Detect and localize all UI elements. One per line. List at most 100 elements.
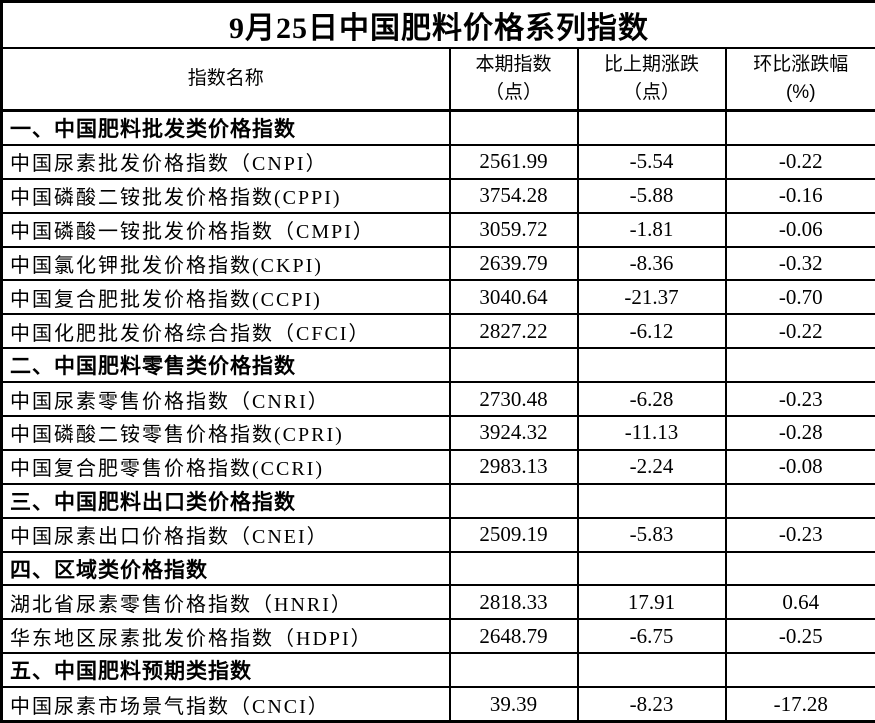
empty-cell: [448, 652, 579, 689]
index-pct: -0.28: [724, 415, 875, 451]
index-name: 中国尿素市场景气指数（CNCI）: [0, 686, 451, 723]
empty-cell: [448, 347, 579, 384]
empty-cell: [448, 109, 579, 146]
table-row: 中国尿素零售价格指数（CNRI） 2730.48 -6.28 -0.23: [0, 381, 875, 418]
index-name: 中国尿素出口价格指数（CNEI）: [0, 516, 451, 553]
index-pct: 0.64: [724, 584, 875, 621]
column-header-label: 环比涨跌幅: [753, 53, 849, 75]
index-current: 2827.22: [448, 313, 579, 350]
index-name: 中国磷酸二铵零售价格指数(CPRI): [0, 415, 451, 451]
index-current: 2509.19: [448, 516, 579, 553]
section-label: 二、中国肥料零售类价格指数: [0, 347, 451, 384]
table-row: 中国尿素批发价格指数（CNPI） 2561.99 -5.54 -0.22: [0, 143, 875, 180]
table-row: 中国氯化钾批发价格指数(CKPI) 2639.79 -8.36 -0.32: [0, 245, 875, 282]
empty-cell: [724, 482, 875, 519]
column-header-change: 比上期涨跌 （点）: [576, 47, 727, 112]
table-row: 中国磷酸一铵批发价格指数（CMPI） 3059.72 -1.81 -0.06: [0, 211, 875, 248]
index-pct: -0.70: [724, 279, 875, 316]
index-change: -6.75: [576, 618, 727, 655]
empty-cell: [724, 652, 875, 689]
index-change: -1.81: [576, 211, 727, 248]
section-label: 一、中国肥料批发类价格指数: [0, 109, 451, 146]
empty-cell: [576, 482, 727, 519]
index-change: -21.37: [576, 279, 727, 316]
section-label: 四、区域类价格指数: [0, 550, 451, 587]
index-change: -5.54: [576, 143, 727, 180]
index-current: 2818.33: [448, 584, 579, 621]
index-pct: -0.22: [724, 313, 875, 350]
table-row: 中国化肥批发价格综合指数（CFCI） 2827.22 -6.12 -0.22: [0, 313, 875, 350]
empty-cell: [576, 347, 727, 384]
section-row: 二、中国肥料零售类价格指数: [0, 347, 875, 384]
index-pct: -0.23: [724, 381, 875, 418]
empty-cell: [724, 109, 875, 146]
index-current: 39.39: [448, 686, 579, 723]
index-change: -8.36: [576, 245, 727, 282]
column-header-current: 本期指数 （点）: [448, 47, 579, 112]
index-pct: -0.08: [724, 448, 875, 485]
index-name: 中国化肥批发价格综合指数（CFCI）: [0, 313, 451, 350]
column-header-unit: （点）: [484, 82, 542, 103]
index-change: -2.24: [576, 448, 727, 485]
index-current: 3924.32: [448, 415, 579, 451]
empty-cell: [724, 347, 875, 384]
column-header-unit: (%): [785, 82, 816, 103]
table-row: 中国复合肥零售价格指数(CCRI) 2983.13 -2.24 -0.08: [0, 448, 875, 485]
index-current: 2648.79: [448, 618, 579, 655]
index-change: -5.83: [576, 516, 727, 553]
page-title: 9月25日中国肥料价格系列指数: [0, 0, 875, 49]
index-name: 湖北省尿素零售价格指数（HNRI）: [0, 584, 451, 621]
index-name: 中国磷酸二铵批发价格指数(CPPI): [0, 177, 451, 214]
index-current: 2639.79: [448, 245, 579, 282]
column-header-unit: （点）: [622, 82, 680, 103]
table-row: 湖北省尿素零售价格指数（HNRI） 2818.33 17.91 0.64: [0, 584, 875, 621]
index-name: 中国尿素零售价格指数（CNRI）: [0, 381, 451, 418]
index-pct: -0.32: [724, 245, 875, 282]
section-row: 五、中国肥料预期类指数: [0, 652, 875, 689]
index-current: 2730.48: [448, 381, 579, 418]
index-change: 17.91: [576, 584, 727, 621]
section-row: 四、区域类价格指数: [0, 550, 875, 587]
empty-cell: [448, 550, 579, 587]
index-pct: -0.22: [724, 143, 875, 180]
column-header-label: 比上期涨跌: [603, 53, 699, 75]
column-header-name: 指数名称: [0, 47, 451, 112]
index-pct: -0.25: [724, 618, 875, 655]
column-header-label: 指数名称: [187, 67, 264, 89]
index-current: 2561.99: [448, 143, 579, 180]
table-header-row: 指数名称 本期指数 （点） 比上期涨跌 （点） 环比涨跌幅 (%): [0, 47, 875, 112]
index-pct: -17.28: [724, 686, 875, 723]
index-name: 中国复合肥零售价格指数(CCRI): [0, 448, 451, 485]
index-name: 华东地区尿素批发价格指数（HDPI）: [0, 618, 451, 655]
table-row: 中国磷酸二铵批发价格指数(CPPI) 3754.28 -5.88 -0.16: [0, 177, 875, 214]
section-label: 三、中国肥料出口类价格指数: [0, 482, 451, 519]
index-change: -6.28: [576, 381, 727, 418]
empty-cell: [576, 652, 727, 689]
empty-cell: [576, 550, 727, 587]
column-header-label: 本期指数: [475, 53, 552, 75]
table-row: 中国复合肥批发价格指数(CCPI) 3040.64 -21.37 -0.70: [0, 279, 875, 316]
index-pct: -0.06: [724, 211, 875, 248]
index-name: 中国氯化钾批发价格指数(CKPI): [0, 245, 451, 282]
table-row: 华东地区尿素批发价格指数（HDPI） 2648.79 -6.75 -0.25: [0, 618, 875, 655]
table-row: 中国磷酸二铵零售价格指数(CPRI) 3924.32 -11.13 -0.28: [0, 415, 875, 451]
column-header-pct: 环比涨跌幅 (%): [724, 47, 875, 112]
index-current: 2983.13: [448, 448, 579, 485]
empty-cell: [724, 550, 875, 587]
table-title-row: 9月25日中国肥料价格系列指数: [0, 0, 875, 49]
section-row: 三、中国肥料出口类价格指数: [0, 482, 875, 519]
index-name: 中国磷酸一铵批发价格指数（CMPI）: [0, 211, 451, 248]
index-change: -8.23: [576, 686, 727, 723]
table-row: 中国尿素出口价格指数（CNEI） 2509.19 -5.83 -0.23: [0, 516, 875, 553]
index-change: -5.88: [576, 177, 727, 214]
index-pct: -0.16: [724, 177, 875, 214]
index-current: 3040.64: [448, 279, 579, 316]
index-name: 中国尿素批发价格指数（CNPI）: [0, 143, 451, 180]
empty-cell: [576, 109, 727, 146]
table-row: 中国尿素市场景气指数（CNCI） 39.39 -8.23 -17.28: [0, 686, 875, 723]
index-pct: -0.23: [724, 516, 875, 553]
index-current: 3754.28: [448, 177, 579, 214]
index-current: 3059.72: [448, 211, 579, 248]
index-change: -11.13: [576, 415, 727, 451]
